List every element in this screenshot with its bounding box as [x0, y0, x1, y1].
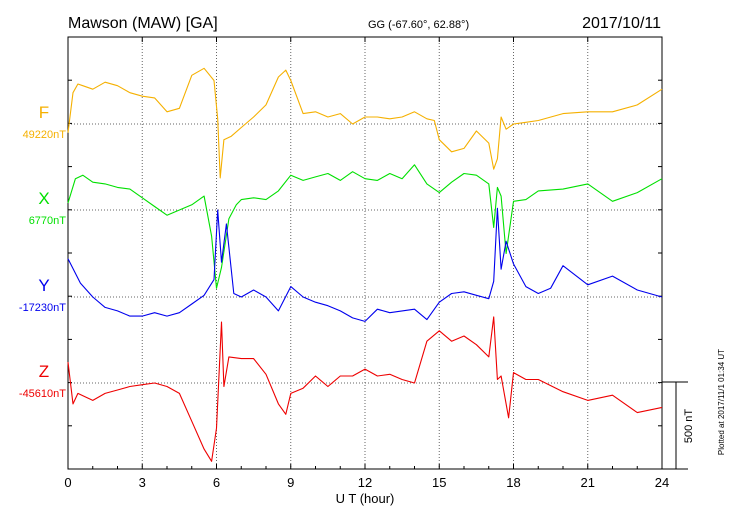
series-name-X: X — [38, 189, 49, 208]
series-layer — [67, 67, 663, 462]
x-tick-label: 18 — [506, 475, 520, 490]
series-name-Y: Y — [38, 276, 49, 295]
geo-coords: GG (-67.60°, 62.88°) — [368, 19, 469, 31]
series-baseline-Y: -17230nT — [19, 302, 66, 314]
x-tick-label: 24 — [655, 475, 669, 490]
x-tick-label: 21 — [581, 475, 595, 490]
series-line-Y — [67, 207, 663, 322]
series-baseline-Z: -45610nT — [19, 388, 66, 400]
scale-bar-label: 500 nT — [683, 409, 695, 444]
series-line-Z — [67, 316, 663, 462]
x-tick-label: 6 — [213, 475, 220, 490]
plotted-note: Plotted at 2017/11/1 01:34 UT — [717, 349, 726, 455]
x-tick-label: 15 — [432, 475, 446, 490]
series-line-X — [67, 164, 663, 289]
x-ticks: 0 3 6 9 12 15 18 21 24 — [64, 36, 669, 490]
grid — [68, 37, 662, 469]
scale-bar: 500 nT — [662, 381, 695, 470]
x-tick-label: 9 — [287, 475, 294, 490]
x-axis-label: U T (hour) — [336, 491, 395, 506]
date-label: 2017/10/11 — [582, 15, 661, 32]
series-baseline-X: 6770nT — [29, 215, 67, 227]
series-name-F: F — [39, 103, 49, 122]
series-baseline-F: 49220nT — [23, 129, 67, 141]
x-tick-label: 0 — [64, 475, 71, 490]
series-line-F — [67, 67, 663, 179]
x-tick-label: 3 — [139, 475, 146, 490]
series-name-Z: Z — [39, 362, 49, 381]
series-labels: F 49220nT X 6770nT Y -17230nT Z -45610nT — [19, 103, 66, 400]
station-title: Mawson (MAW) [GA] — [68, 15, 218, 32]
x-tick-label: 12 — [358, 475, 372, 490]
